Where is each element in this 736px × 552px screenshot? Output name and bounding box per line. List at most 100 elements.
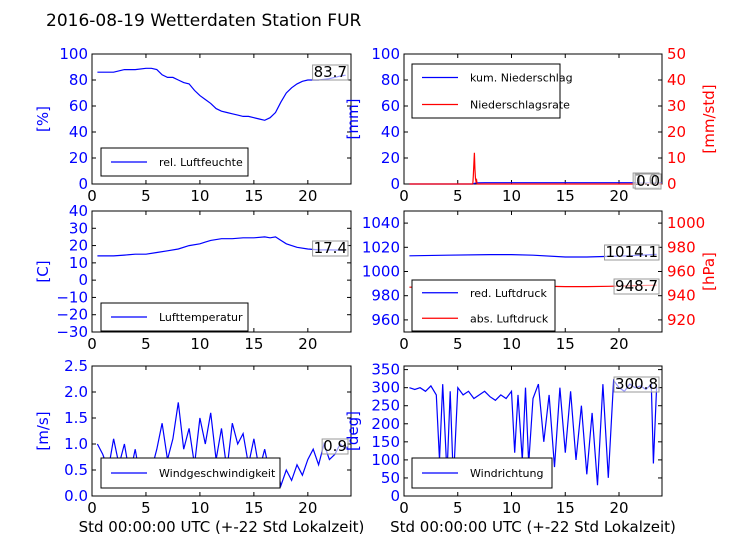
humidity-xtick-label: 20 xyxy=(298,187,317,205)
humidity-ytick-label: 80 xyxy=(69,71,88,89)
temperature-ytick-label: 10 xyxy=(69,254,88,272)
precipitation-ytick-label: 40 xyxy=(381,123,400,141)
pressure-xtick-label: 0 xyxy=(399,335,409,353)
windspeed-legend-label: Windgeschwindigkeit xyxy=(159,467,276,480)
winddirection-xtick-label: 10 xyxy=(502,499,521,517)
temperature-ytick-label: 30 xyxy=(69,219,88,237)
weather-figure: 2016-08-19 Wetterdaten Station FUR 0 5 10… xyxy=(0,0,736,552)
windspeed-xtick-label: 5 xyxy=(141,499,151,517)
windspeed-ytick-label: 2.5 xyxy=(64,357,88,375)
humidity-panel: 0 5 10 15 20 0 20 40 60 80 100 [%] rel. Luftfeuchte 8… xyxy=(34,45,351,205)
pressure-current-value: 1014.1 xyxy=(606,243,659,261)
pressure-legend-label: red. Luftdruck xyxy=(470,287,547,300)
precipitation-y2tick-label: 0 xyxy=(667,175,677,193)
humidity-ytick-label: 20 xyxy=(69,149,88,167)
winddirection-current-value: 300.8 xyxy=(615,375,658,393)
pressure-ytick-label: 1000 xyxy=(362,263,400,281)
temperature-panel: 0 5 10 15 20−30−20−10010203040[C]Lufttempera… xyxy=(34,202,351,353)
windspeed-ytick-label: 2.0 xyxy=(64,383,88,401)
temperature-ytick-label: −10 xyxy=(56,288,88,306)
winddirection-xlabel: Std 00:00:00 UTC (+-22 Std Lokalzeit) xyxy=(390,518,676,536)
pressure-xtick-label: 15 xyxy=(556,335,575,353)
pressure-ytick-label: 1040 xyxy=(362,214,400,232)
temperature-ytick-label: −20 xyxy=(56,306,88,324)
temperature-xtick-label: 15 xyxy=(244,335,263,353)
precipitation-xtick-label: 10 xyxy=(502,187,521,205)
winddirection-ytick-label: 250 xyxy=(371,397,400,415)
pressure-ytick-label: 1020 xyxy=(362,238,400,256)
winddirection-ylabel: [deg] xyxy=(344,411,362,451)
windspeed-panel: 0 5 10 15 20 0.0 0.5 1.0 1.5 2.0 2.5 [m/s] Std 00:00… xyxy=(34,357,364,536)
humidity-ytick-label: 60 xyxy=(69,97,88,115)
precipitation-xtick-label: 5 xyxy=(453,187,463,205)
precipitation-y2tick-label: 40 xyxy=(667,71,686,89)
pressure-legend-label: abs. Luftdruck xyxy=(470,312,549,325)
precipitation-current-value: 0.0 xyxy=(636,172,660,190)
pressure-y2tick-label: 980 xyxy=(667,238,696,256)
temperature-ytick-label: −30 xyxy=(56,323,88,341)
temperature-legend-label: Lufttemperatur xyxy=(159,311,243,324)
precipitation-ytick-label: 20 xyxy=(381,149,400,167)
precipitation-ytick-label: 0 xyxy=(390,175,400,193)
precipitation-y2label: [mm/std] xyxy=(700,84,718,153)
windspeed-ytick-label: 0.0 xyxy=(64,487,88,505)
pressure-xtick-label: 20 xyxy=(609,335,628,353)
precipitation-xtick-label: 0 xyxy=(399,187,409,205)
temperature-xtick-label: 10 xyxy=(190,335,209,353)
windspeed-xtick-label: 10 xyxy=(190,499,209,517)
humidity-ytick-label: 0 xyxy=(78,175,88,193)
precipitation-xtick-label: 20 xyxy=(609,187,628,205)
temperature-ytick-label: 20 xyxy=(69,237,88,255)
windspeed-ytick-label: 1.5 xyxy=(64,409,88,427)
precipitation-series-1-line xyxy=(409,153,662,184)
windspeed-ytick-label: 0.5 xyxy=(64,461,88,479)
precipitation-ylabel: [mm] xyxy=(344,99,362,140)
precipitation-y2tick-label: 50 xyxy=(667,45,686,63)
windspeed-ylabel: [m/s] xyxy=(34,411,52,450)
precipitation-y2tick-label: 20 xyxy=(667,123,686,141)
precipitation-ytick-label: 80 xyxy=(381,71,400,89)
windspeed-xtick-label: 15 xyxy=(244,499,263,517)
winddirection-ytick-label: 350 xyxy=(371,361,400,379)
humidity-xtick-label: 5 xyxy=(141,187,151,205)
chart-panels: 0 5 10 15 20020406080100[%]rel. Luftfeuchte8… xyxy=(34,45,718,536)
temperature-current-value: 17.4 xyxy=(314,239,347,257)
windspeed-xtick-label: 0 xyxy=(87,499,97,517)
humidity-ytick-label: 40 xyxy=(69,123,88,141)
humidity-series-0-line xyxy=(97,68,345,120)
temperature-series-0-line xyxy=(97,237,345,256)
winddirection-xtick-label: 20 xyxy=(609,499,628,517)
humidity-xtick-label: 0 xyxy=(87,187,97,205)
windspeed-ytick-label: 1.0 xyxy=(64,435,88,453)
windspeed-xtick-label: 20 xyxy=(298,499,317,517)
pressure-xtick-label: 10 xyxy=(502,335,521,353)
pressure-y2tick-label: 940 xyxy=(667,287,696,305)
pressure-panel: 0 5 10 15 20 960 980 1000 1020 1040 920 940 960 980 10… xyxy=(362,211,718,353)
windspeed-xlabel: Std 00:00:00 UTC (+-22 Std Lokalzeit) xyxy=(79,518,365,536)
pressure-ytick-label: 960 xyxy=(371,311,400,329)
winddirection-xtick-label: 0 xyxy=(399,499,409,517)
precipitation-ytick-label: 60 xyxy=(381,97,400,115)
pressure-y2tick-label: 920 xyxy=(667,311,696,329)
winddirection-ytick-label: 150 xyxy=(371,433,400,451)
precipitation-y2tick-label: 30 xyxy=(667,97,686,115)
pressure-y2tick-label: 1000 xyxy=(667,214,705,232)
humidity-legend-label: rel. Luftfeuchte xyxy=(159,156,243,169)
temperature-xtick-label: 20 xyxy=(298,335,317,353)
precipitation-panel: 0 5 10 15 20 0 20 40 60 80 100 0 10 20 30 40 50 [mm/std] [… xyxy=(344,45,718,205)
precipitation-legend-label: Niederschlagsrate xyxy=(470,99,570,112)
winddirection-ytick-label: 200 xyxy=(371,415,400,433)
pressure-ytick-label: 980 xyxy=(371,287,400,305)
precipitation-y2tick-label: 10 xyxy=(667,149,686,167)
winddirection-panel: 0 5 10 15 20050100150200250300350[deg]Std 00… xyxy=(344,361,676,536)
winddirection-ytick-label: 100 xyxy=(371,451,400,469)
humidity-ytick-label: 100 xyxy=(59,45,88,63)
temperature-ylabel: [C] xyxy=(34,260,52,282)
humidity-xtick-label: 15 xyxy=(244,187,263,205)
winddirection-ytick-label: 300 xyxy=(371,379,400,397)
humidity-xtick-label: 10 xyxy=(190,187,209,205)
winddirection-legend-label: Windrichtung xyxy=(470,467,543,480)
pressure-y2tick-label: 960 xyxy=(667,263,696,281)
pressure-xtick-label: 5 xyxy=(453,335,463,353)
temperature-xtick-label: 0 xyxy=(87,335,97,353)
